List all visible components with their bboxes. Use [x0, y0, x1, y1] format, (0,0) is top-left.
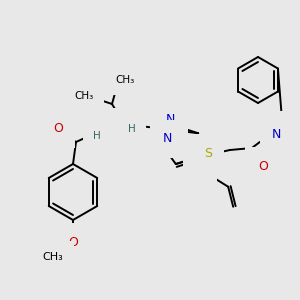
Text: O: O — [68, 236, 78, 248]
Text: CH₃: CH₃ — [116, 75, 135, 85]
Text: CH₃: CH₃ — [74, 91, 94, 101]
Text: CH₃: CH₃ — [43, 252, 63, 262]
Text: N: N — [272, 128, 281, 140]
Text: S: S — [204, 146, 212, 160]
Text: H: H — [269, 121, 277, 131]
Text: O: O — [53, 122, 63, 136]
Text: H: H — [93, 131, 101, 141]
Text: N: N — [166, 113, 176, 127]
Text: H: H — [128, 124, 136, 134]
Text: N: N — [196, 157, 205, 170]
Text: N: N — [97, 121, 107, 134]
Text: O: O — [258, 160, 268, 172]
Text: N: N — [162, 133, 172, 146]
